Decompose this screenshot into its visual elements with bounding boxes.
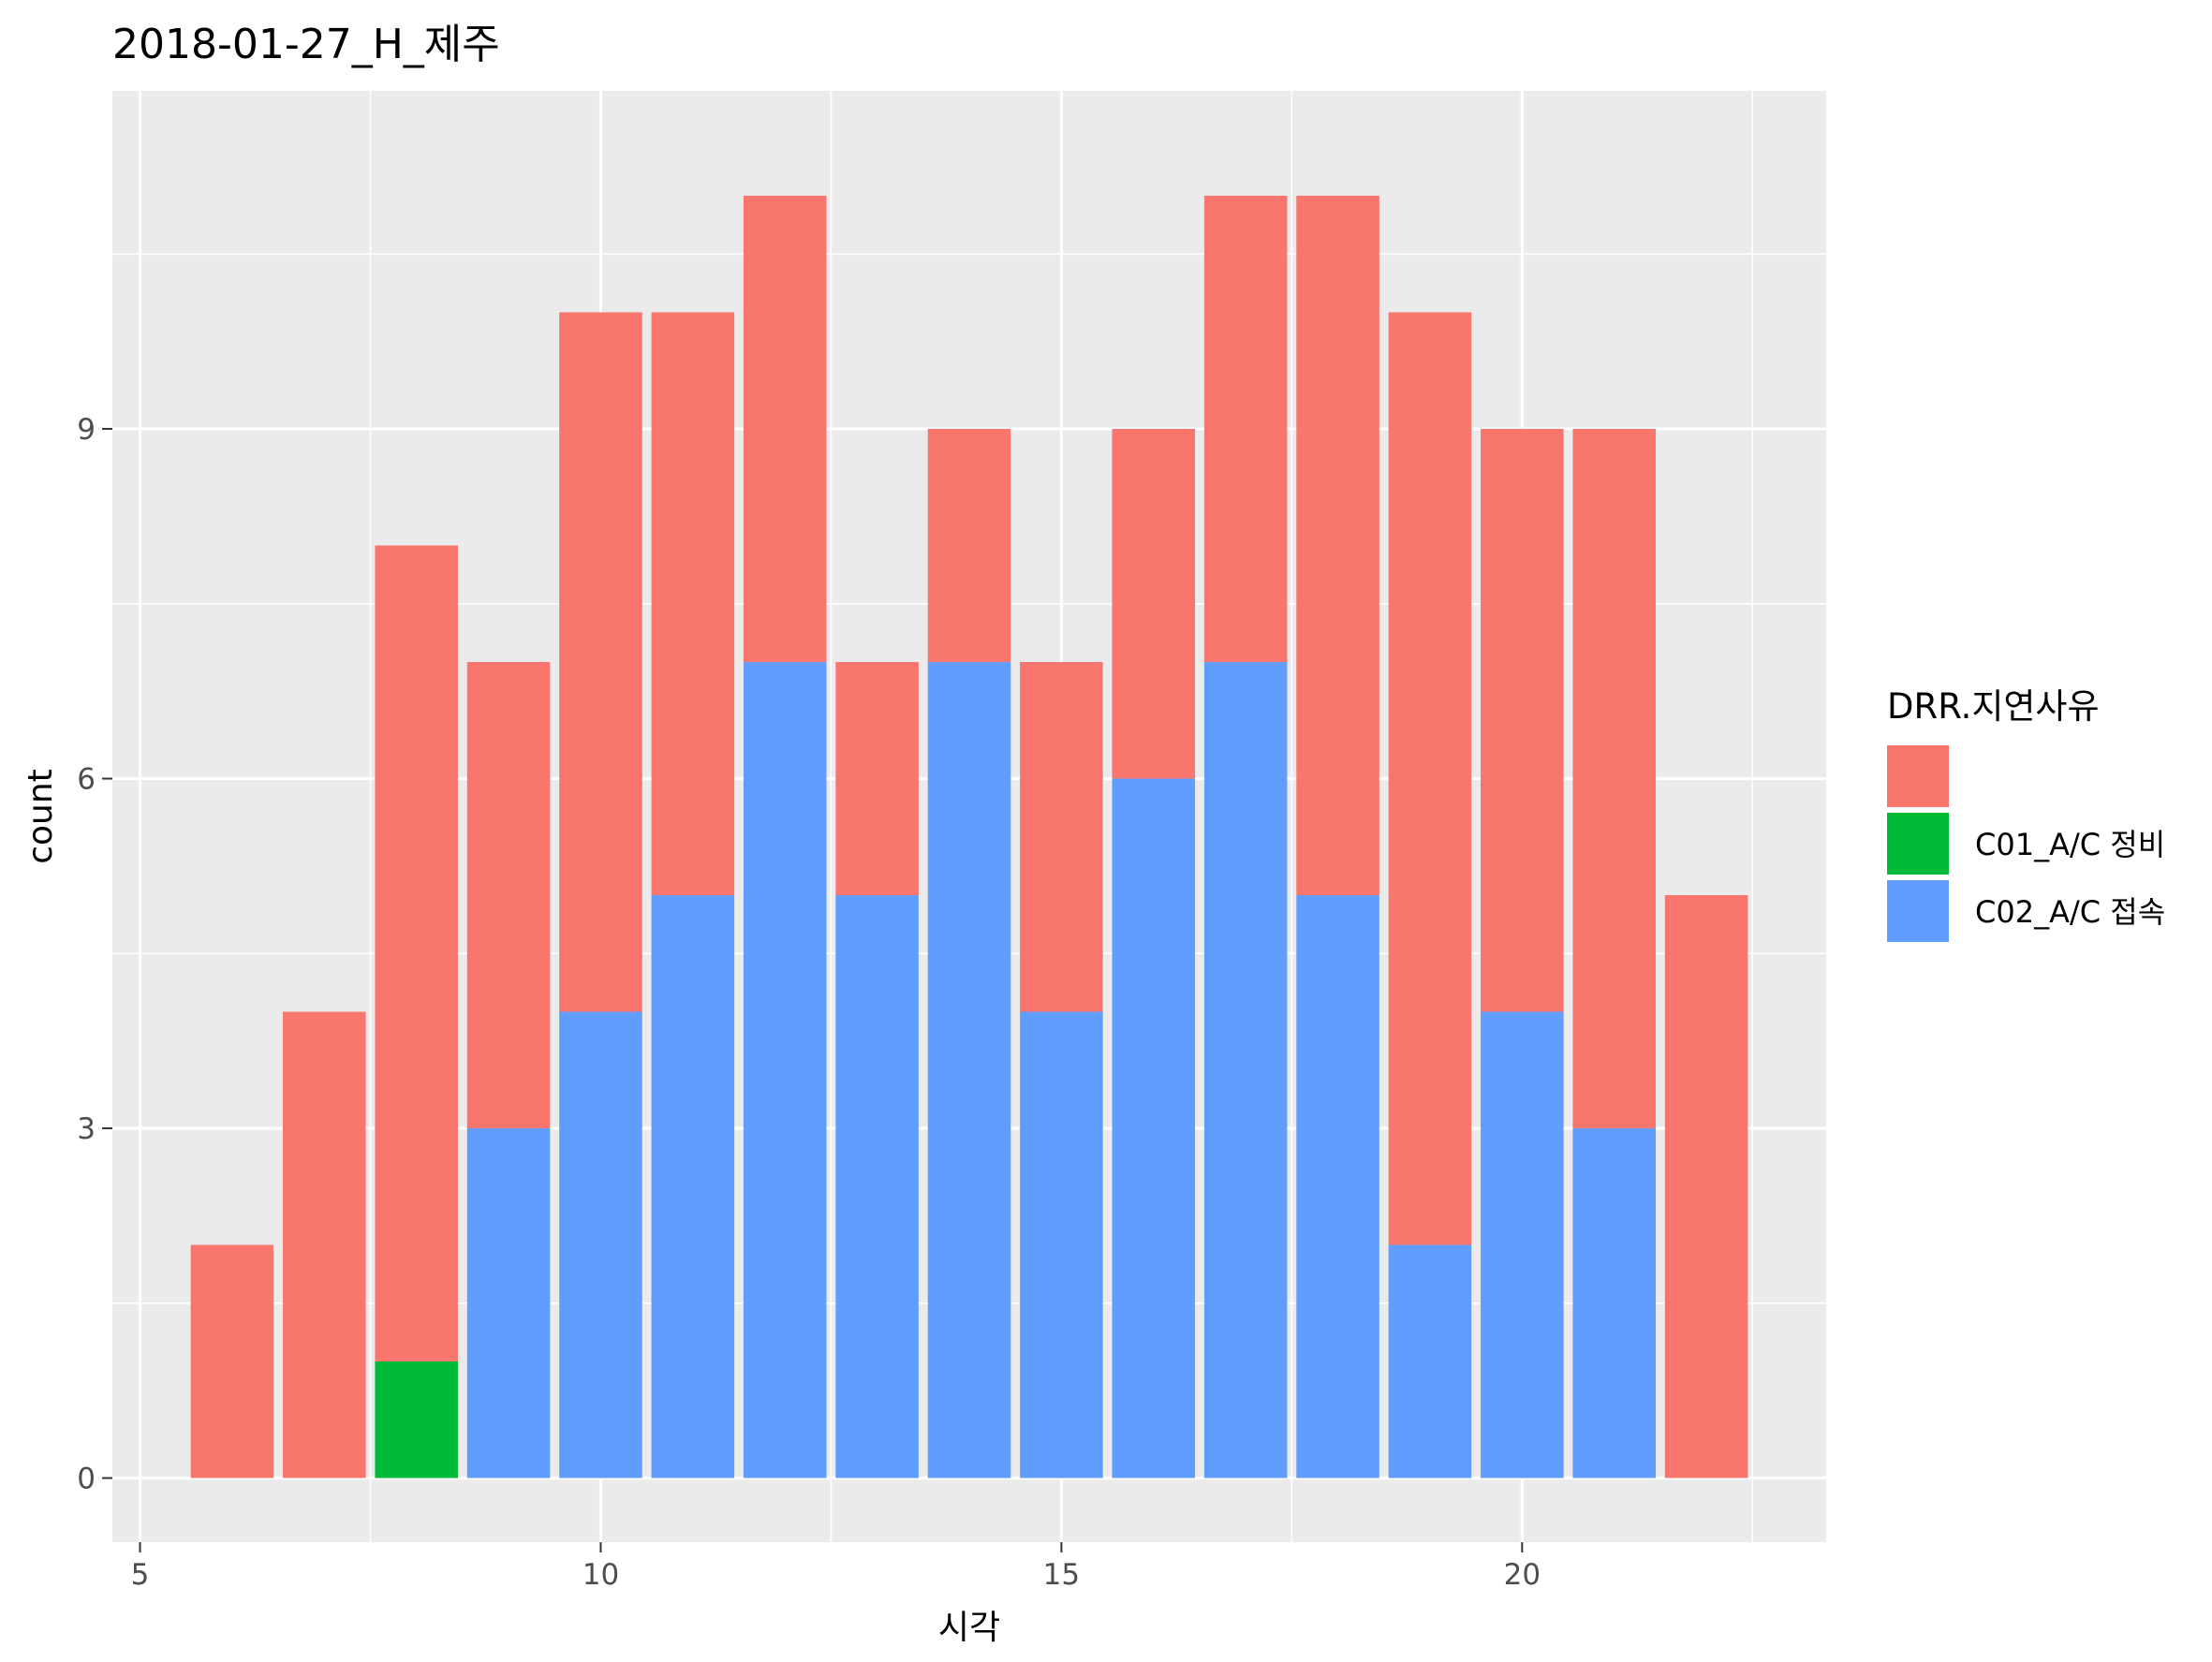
bar-segment-15-blank [1020, 662, 1103, 1012]
y-axis-title: count [22, 769, 60, 864]
bar-segment-21-c02-a-c- [1572, 1128, 1656, 1478]
bar-segment-8-c01-a-c- [375, 1361, 458, 1478]
x-axis: 5 10 15 20 [131, 1542, 1541, 1592]
bar-segment-13-blank [835, 662, 919, 896]
bar-segment-14-blank [927, 429, 1011, 663]
y-tick-label: 6 [77, 763, 96, 797]
bar-segment-18-blank [1296, 196, 1379, 896]
x-tick-label: 20 [1504, 1558, 1541, 1592]
bar-segment-9-blank [466, 662, 551, 1129]
chart-title: 2018-01-27_H_제주 [112, 21, 500, 68]
legend: DRR.지연사유 C01_A/C 정비 C02_A/C 접속 [1887, 686, 2165, 942]
bar-segment-12-c02-a-c- [743, 662, 827, 1478]
y-axis: 0 3 6 9 [77, 413, 112, 1496]
bar-segment-20-blank [1481, 429, 1564, 1012]
x-tick-label: 10 [582, 1558, 619, 1592]
x-axis-title: 시각 [938, 1609, 1000, 1647]
bar-segment-6-blank [190, 1244, 274, 1478]
bar-segment-19-blank [1388, 312, 1472, 1245]
bar-segment-9-c02-a-c- [466, 1128, 551, 1478]
bar-segment-22-blank [1664, 895, 1748, 1478]
y-tick-label: 3 [77, 1112, 96, 1146]
bar-segment-11-blank [651, 312, 735, 896]
bar-segment-10-blank [559, 312, 642, 1012]
legend-title: DRR.지연사유 [1887, 686, 2100, 727]
bar-segment-7-blank [283, 1011, 366, 1478]
bar-segment-12-blank [743, 196, 827, 663]
bar-segment-13-c02-a-c- [835, 895, 919, 1478]
y-tick-label: 0 [77, 1463, 96, 1496]
legend-label: C02_A/C 접속 [1975, 894, 2165, 930]
legend-key [1887, 813, 1949, 875]
bar-segment-16-c02-a-c- [1112, 778, 1196, 1478]
bar-segment-14-c02-a-c- [927, 662, 1011, 1478]
legend-key [1887, 745, 1949, 807]
bar-segment-10-c02-a-c- [559, 1011, 642, 1478]
bar-segment-11-c02-a-c- [651, 895, 735, 1478]
bar-segment-15-c02-a-c- [1020, 1011, 1103, 1478]
legend-key [1887, 880, 1949, 942]
bars [190, 196, 1748, 1478]
bar-segment-17-blank [1203, 196, 1288, 663]
bar-segment-8-blank [375, 545, 458, 1362]
bar-segment-18-c02-a-c- [1296, 895, 1379, 1478]
bar-segment-17-c02-a-c- [1203, 662, 1288, 1478]
legend-label: C01_A/C 정비 [1975, 827, 2165, 862]
bar-segment-21-blank [1572, 429, 1656, 1129]
x-tick-label: 15 [1043, 1558, 1080, 1592]
x-tick-label: 5 [131, 1558, 150, 1592]
bar-segment-16-blank [1112, 429, 1196, 779]
bar-segment-19-c02-a-c- [1388, 1244, 1472, 1478]
y-tick-label: 9 [77, 413, 96, 447]
bar-segment-20-c02-a-c- [1481, 1011, 1564, 1478]
